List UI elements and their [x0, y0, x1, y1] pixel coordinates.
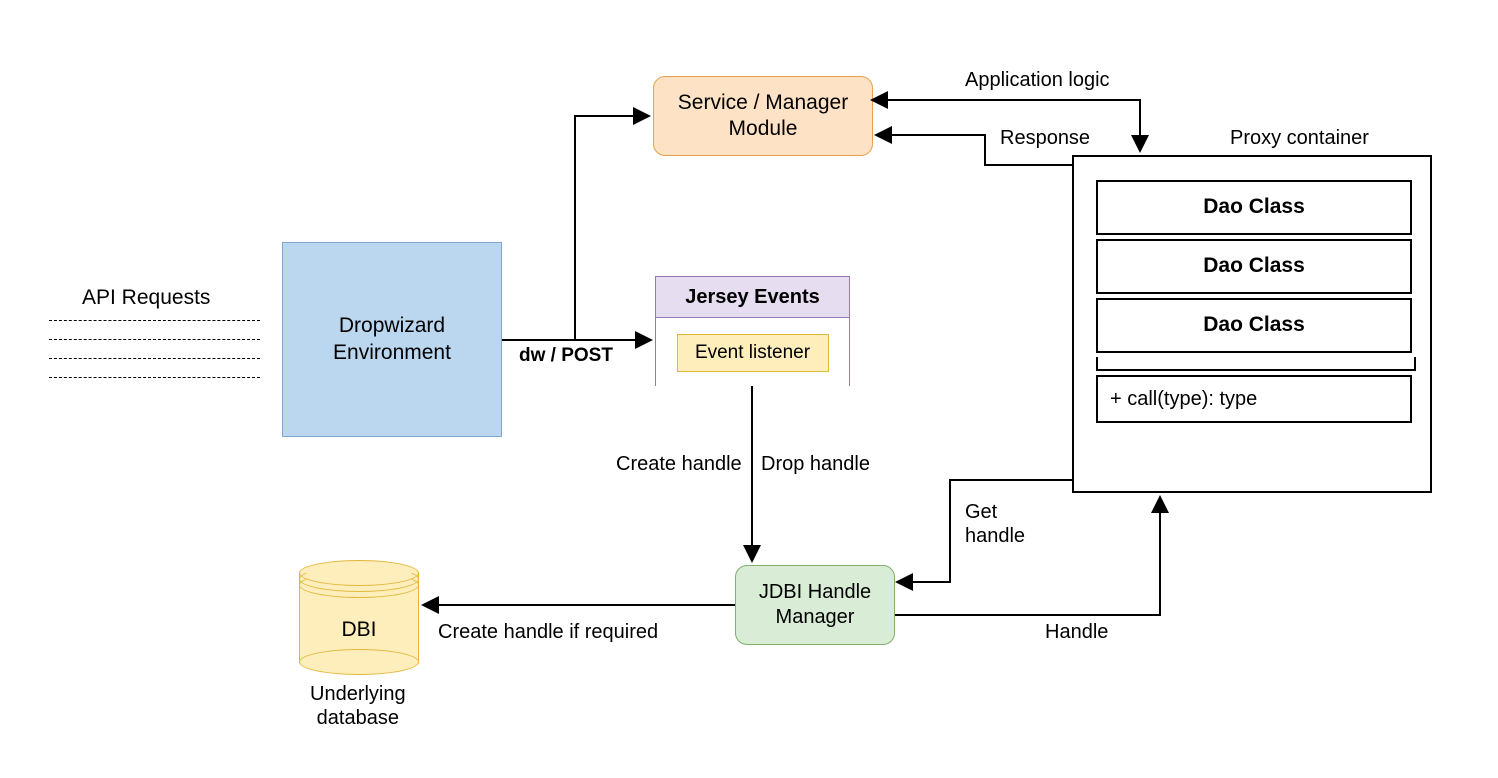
proxy-container-node: Dao Class Dao Class Dao Class + call(typ… — [1072, 155, 1432, 493]
dbi-bottom — [299, 649, 419, 675]
api-requests-label: API Requests — [82, 285, 210, 310]
create-handle-label: Create handle — [616, 452, 742, 476]
create-if-required-label: Create handle if required — [438, 620, 658, 644]
proxy-container-label: Proxy container — [1230, 126, 1369, 150]
get-handle-label: Get handle — [965, 500, 1025, 548]
jersey-events-header: Jersey Events — [656, 277, 849, 318]
dropwizard-environment-node: Dropwizard Environment — [282, 242, 502, 437]
dbi-caption: Underlying database — [310, 682, 406, 730]
dw-post-label: dw / POST — [519, 345, 613, 368]
jdbi-handle-manager-node: JDBI Handle Manager — [735, 565, 895, 645]
handle-label: Handle — [1045, 620, 1108, 644]
call-type-row: + call(type): type — [1096, 375, 1412, 423]
dao-class-2-label: Dao Class — [1203, 253, 1305, 279]
call-type-label: + call(type): type — [1110, 387, 1257, 412]
jersey-events-title: Jersey Events — [685, 286, 820, 309]
jersey-events-node: Jersey Events Event listener — [655, 276, 850, 386]
dbi-ring-2 — [299, 572, 419, 598]
service-manager-label: Service / Manager Module — [678, 90, 848, 143]
drop-handle-label: Drop handle — [761, 452, 870, 476]
jdbi-label: JDBI Handle Manager — [759, 580, 871, 630]
api-dash-3 — [49, 358, 260, 359]
api-dash-4 — [49, 377, 260, 378]
api-dash-2 — [49, 339, 260, 340]
dao-class-1: Dao Class — [1096, 180, 1412, 235]
event-listener-label: Event listener — [695, 342, 810, 364]
dropwizard-label: Dropwizard Environment — [333, 313, 451, 366]
dao-class-3-label: Dao Class — [1203, 312, 1305, 338]
application-logic-label: Application logic — [965, 68, 1110, 92]
dao-class-1-label: Dao Class — [1203, 194, 1305, 220]
dao-class-3: Dao Class — [1096, 298, 1412, 353]
dao-class-2: Dao Class — [1096, 239, 1412, 294]
jersey-events-body: Event listener — [656, 318, 849, 387]
dbi-label: DBI — [299, 618, 419, 642]
response-label: Response — [1000, 126, 1090, 150]
api-dash-1 — [49, 320, 260, 321]
dao-clipped-row — [1096, 357, 1416, 371]
dbi-cylinder: DBI — [299, 560, 419, 675]
event-listener-box: Event listener — [677, 334, 829, 372]
service-manager-node: Service / Manager Module — [653, 76, 873, 156]
